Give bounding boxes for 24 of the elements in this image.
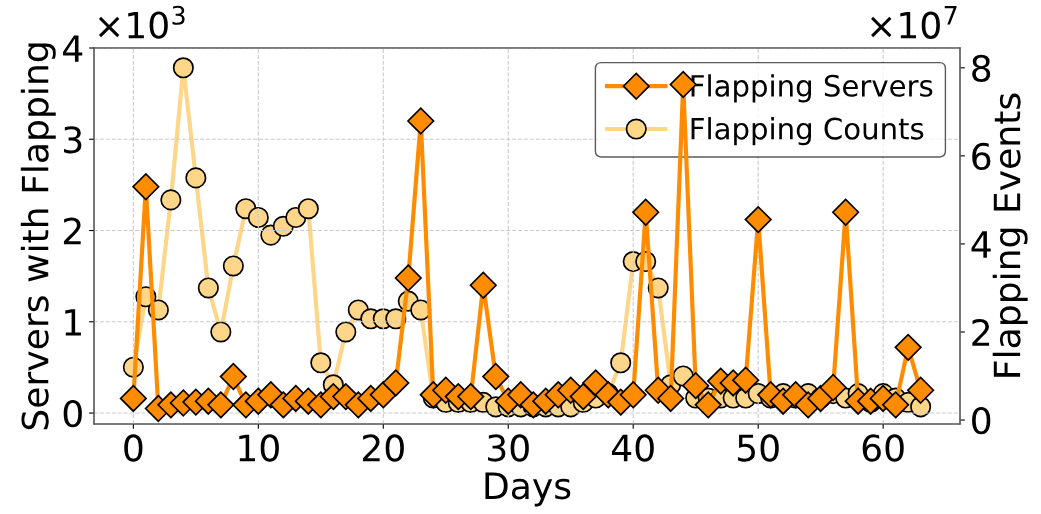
y-tick-label: 1 <box>65 309 81 336</box>
x-tick-label: 10 <box>239 434 279 462</box>
y2-tick-label: 8 <box>972 54 991 83</box>
legend-label: Flapping Servers <box>691 74 933 103</box>
y2-tick-label: 6 <box>972 142 991 171</box>
y2-tick-label: 4 <box>971 231 991 258</box>
y-tick-label: 2 <box>63 217 81 245</box>
y2-tick-label: 0 <box>972 406 991 435</box>
y-tick-label: 4 <box>63 35 83 62</box>
x-tick-label: 0 <box>124 434 143 462</box>
y-tick-label: 3 <box>64 126 82 154</box>
x-axis-title: Days <box>485 472 571 507</box>
y-tick-label: 0 <box>63 399 82 428</box>
text: ×10$^{3}$ <box>98 5 185 39</box>
y2-axis-title: Flapping Events <box>992 93 1028 377</box>
x-tick-label: 40 <box>612 434 654 462</box>
y2-tick-label: 2 <box>972 318 990 346</box>
x-tick-label: 30 <box>488 434 529 462</box>
x-tick-label: 60 <box>862 434 904 462</box>
x-tick-label: 50 <box>737 434 779 462</box>
y-axis-title: Servers with Flapping <box>20 43 56 430</box>
text: ×10$^{7}$ <box>871 6 957 39</box>
legend-label: Flapping Counts <box>691 117 924 146</box>
x-tick-label: 20 <box>362 434 404 462</box>
